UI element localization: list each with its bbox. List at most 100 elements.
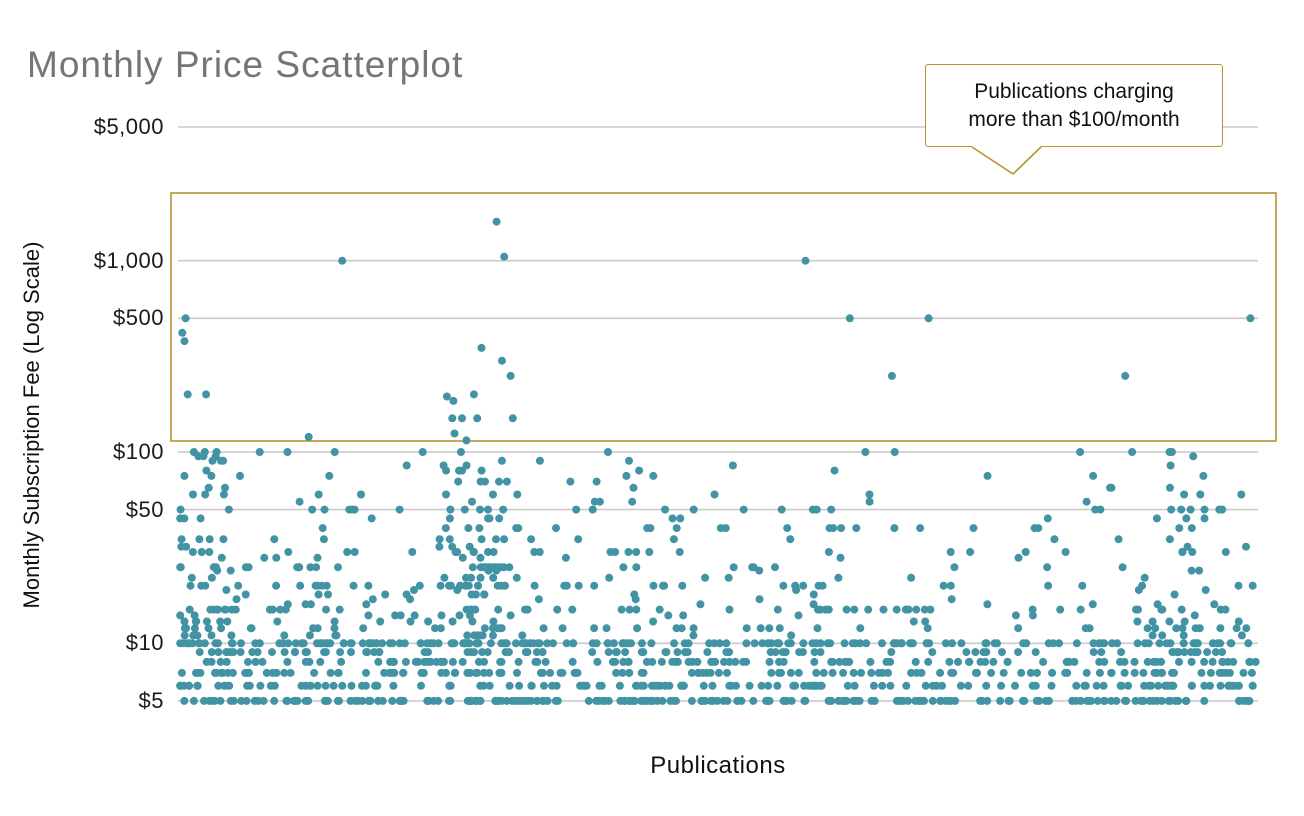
scatter-point bbox=[219, 490, 228, 499]
scatter-point bbox=[476, 505, 484, 514]
scatter-point bbox=[463, 668, 472, 677]
scatter-point bbox=[1186, 505, 1195, 514]
scatter-point bbox=[1132, 605, 1140, 614]
scatter-point bbox=[313, 681, 322, 690]
scatter-point bbox=[1137, 696, 1145, 705]
scatter-point bbox=[470, 631, 479, 640]
scatter-point bbox=[867, 668, 876, 677]
scatter-point bbox=[420, 657, 429, 666]
scatter-point bbox=[442, 490, 450, 499]
scatter-point bbox=[742, 624, 751, 633]
scatter-point bbox=[476, 477, 485, 486]
scatter-point bbox=[568, 605, 577, 614]
scatter-point bbox=[1124, 681, 1133, 690]
scatter-point bbox=[324, 590, 332, 599]
scatter-point bbox=[808, 639, 817, 648]
scatter-point bbox=[810, 648, 819, 657]
scatter-point bbox=[517, 696, 526, 705]
scatter-point bbox=[1242, 624, 1251, 633]
scatter-point bbox=[828, 668, 837, 677]
scatter-point bbox=[1175, 657, 1183, 666]
scatter-point bbox=[1158, 631, 1167, 640]
scatter-point bbox=[942, 696, 950, 705]
scatter-point bbox=[684, 639, 693, 648]
scatter-point bbox=[476, 573, 485, 582]
scatter-point bbox=[849, 696, 858, 705]
scatter-point bbox=[798, 648, 807, 657]
scatter-point bbox=[869, 681, 878, 690]
scatter-point bbox=[532, 648, 541, 657]
scatter-point bbox=[1028, 611, 1037, 620]
scatter-point bbox=[204, 624, 213, 633]
scatter-point bbox=[202, 390, 211, 399]
scatter-point bbox=[1177, 605, 1186, 614]
scatter-point bbox=[676, 514, 685, 523]
scatter-point bbox=[1139, 668, 1148, 677]
scatter-point bbox=[1108, 639, 1117, 648]
scatter-point bbox=[296, 581, 305, 590]
scatter-point bbox=[464, 524, 473, 533]
scatter-point bbox=[180, 624, 189, 633]
scatter-point bbox=[661, 681, 670, 690]
scatter-point bbox=[1085, 624, 1094, 633]
scatter-point bbox=[624, 657, 633, 666]
scatter-point bbox=[1201, 586, 1210, 594]
scatter-point bbox=[836, 553, 845, 562]
scatter-point bbox=[562, 581, 571, 590]
scatter-point bbox=[791, 681, 800, 690]
scatter-point bbox=[693, 657, 702, 666]
scatter-point bbox=[530, 581, 539, 590]
scatter-point bbox=[856, 639, 865, 648]
scatter-point bbox=[824, 605, 833, 614]
scatter-point bbox=[272, 581, 281, 590]
scatter-point bbox=[739, 505, 748, 514]
scatter-point bbox=[647, 639, 656, 648]
scatter-point bbox=[639, 668, 648, 677]
scatter-point bbox=[1089, 471, 1098, 480]
scatter-point bbox=[308, 505, 317, 514]
scatter-point bbox=[1033, 668, 1041, 677]
scatter-point bbox=[643, 524, 652, 533]
scatter-point bbox=[217, 553, 226, 562]
scatter-point bbox=[1200, 681, 1209, 690]
scatter-point bbox=[495, 514, 504, 523]
scatter-point bbox=[321, 648, 330, 657]
scatter-point bbox=[966, 548, 975, 556]
scatter-point bbox=[834, 573, 843, 582]
scatter-point bbox=[1092, 681, 1101, 690]
scatter-point bbox=[946, 581, 955, 590]
scatter-point bbox=[278, 639, 287, 648]
scatter-point bbox=[983, 600, 992, 609]
scatter-point bbox=[543, 639, 552, 648]
scatter-point bbox=[458, 657, 467, 666]
scatter-point bbox=[861, 448, 870, 456]
scatter-point bbox=[549, 639, 557, 648]
scatter-point bbox=[845, 657, 854, 666]
scatter-point bbox=[189, 448, 198, 456]
scatter-point bbox=[657, 657, 666, 666]
scatter-point bbox=[205, 535, 214, 544]
y-tick-label: $5 bbox=[138, 687, 164, 713]
scatter-point bbox=[497, 456, 506, 465]
scatter-point bbox=[1187, 524, 1196, 533]
scatter-point bbox=[455, 466, 463, 475]
scatter-point bbox=[907, 573, 916, 582]
scatter-point bbox=[1179, 639, 1188, 648]
scatter-point bbox=[436, 581, 445, 590]
scatter-point bbox=[1072, 681, 1081, 690]
scatter-point bbox=[343, 548, 352, 556]
scatter-point bbox=[1043, 563, 1052, 572]
scatter-point bbox=[1121, 371, 1130, 380]
scatter-point bbox=[180, 514, 189, 523]
scatter-point bbox=[1234, 617, 1243, 626]
scatter-point bbox=[325, 471, 334, 480]
scatter-point bbox=[799, 639, 808, 648]
scatter-point bbox=[423, 639, 432, 648]
scatter-point bbox=[856, 624, 865, 633]
scatter-point bbox=[1076, 448, 1085, 456]
scatter-point bbox=[702, 668, 711, 677]
scatter-point bbox=[445, 681, 454, 690]
scatter-point bbox=[593, 657, 602, 666]
scatter-point bbox=[912, 605, 921, 614]
scatter-point bbox=[434, 639, 443, 648]
